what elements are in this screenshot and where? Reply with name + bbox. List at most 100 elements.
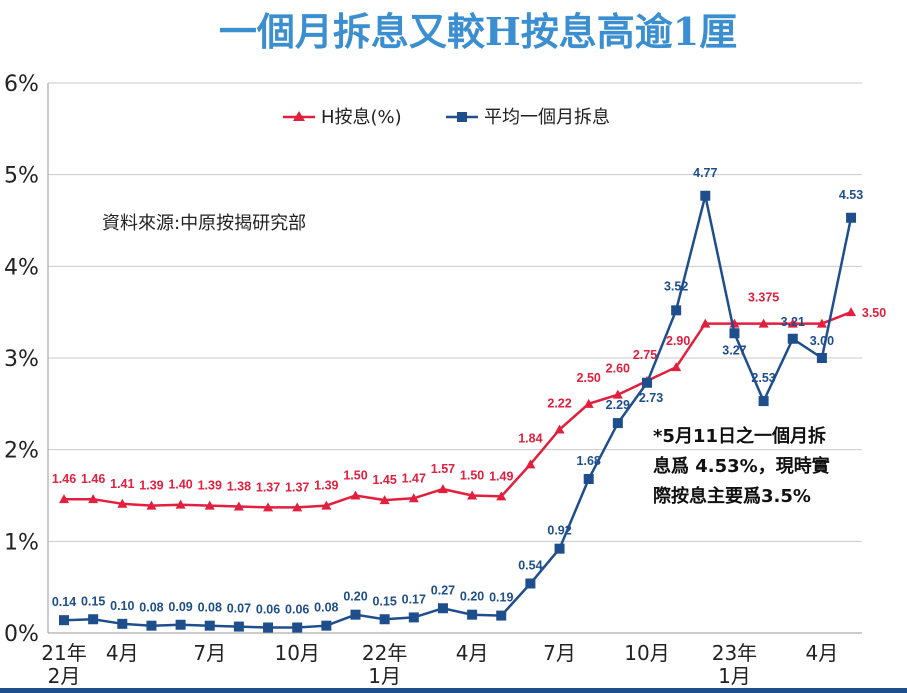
h-rate-data-label: 1.45 [372, 473, 396, 487]
x-tick-label: 1月 [718, 664, 751, 688]
hibor-point [700, 190, 711, 201]
h-rate-data-label: 1.50 [343, 469, 367, 483]
hibor-point [846, 212, 857, 223]
h-rate-data-label: 2.22 [547, 397, 571, 411]
h-rate-data-label: 3.375 [748, 291, 779, 305]
h-rate-data-label: 1.50 [460, 469, 484, 483]
hibor-line [63, 195, 853, 629]
data-labels: 1.46 1.46 1.41 1.39 1.40 1.39 1.38 1.37 1.37 1.39… [52, 166, 886, 617]
x-tick-label: 4月 [106, 641, 139, 665]
hibor-data-label: 1.68 [577, 454, 601, 468]
hibor-data-label: 0.20 [343, 590, 367, 604]
h-rate-point [379, 495, 390, 505]
h-rate-point [350, 490, 361, 500]
y-tick-label: 2% [4, 439, 39, 464]
chart-title: 一個月拆息又較H按息高逾1厘 [219, 9, 737, 54]
hibor-point [379, 614, 390, 625]
annotation-note: *5月11日之一個月拆 息爲 4.53%，現時實 際按息主要爲3.5% [653, 425, 830, 507]
h-rate-data-label: 1.41 [110, 477, 134, 491]
hibor-data-label: 0.17 [402, 592, 426, 606]
h-rate-point [292, 502, 303, 512]
h-rate-point [671, 362, 682, 372]
triangle-marker-icon [293, 111, 305, 121]
x-tick-label: 1月 [368, 664, 401, 688]
hibor-data-label: 0.54 [518, 559, 542, 573]
hibor-data-label: 0.08 [314, 601, 338, 615]
h-rate-point [758, 318, 769, 328]
hibor-point [292, 622, 303, 633]
hibor-point [350, 609, 361, 620]
hibor-data-label: 0.09 [168, 600, 192, 614]
source-text: 資料來源:中原按揭研究部 [102, 213, 306, 234]
series-group [59, 190, 857, 633]
hibor-point [408, 612, 419, 623]
bottom-rule [0, 688, 907, 693]
hibor-data-label: 0.06 [285, 603, 309, 617]
x-tick-label: 7月 [543, 641, 576, 665]
hibor-data-label: 3.27 [722, 343, 746, 357]
h-rate-point [816, 318, 827, 328]
x-tick-label: 10月 [624, 641, 669, 665]
hibor-data-label: 0.08 [139, 601, 163, 615]
grid [47, 82, 862, 634]
hibor-data-label: 4.53 [839, 188, 863, 202]
hibor-point [787, 333, 798, 344]
hibor-point [671, 305, 682, 316]
h-rate-point [321, 500, 332, 510]
y-tick-label: 4% [4, 255, 39, 280]
x-tick-label: 4月 [806, 641, 839, 665]
legend-label-h-rate: H按息(%) [321, 107, 402, 128]
x-tick-label: 4月 [456, 641, 489, 665]
h-rate-point [233, 501, 244, 511]
hibor-point [204, 620, 215, 631]
hibor-data-label: 0.92 [547, 524, 571, 538]
legend-item-h-rate: H按息(%) [283, 107, 402, 128]
hibor-point [437, 603, 448, 614]
hibor-point [467, 609, 478, 620]
y-tick-label: 0% [4, 622, 39, 647]
hibor-data-label: 0.15 [372, 594, 396, 608]
hibor-point [612, 418, 623, 429]
h-rate-point [437, 484, 448, 494]
hibor-point [758, 396, 769, 407]
hibor-data-label: 0.20 [460, 590, 484, 604]
x-tick-label: 2月 [48, 664, 81, 688]
h-rate-data-label: 1.84 [518, 431, 542, 445]
h-rate-data-label: 2.60 [606, 362, 630, 376]
annotation-line-1: *5月11日之一個月拆 [653, 425, 826, 447]
legend-label-hibor: 平均一個月拆息 [484, 107, 610, 128]
legend: H按息(%) 平均一個月拆息 [283, 107, 610, 128]
hibor-point [525, 578, 536, 589]
hibor-data-label: 0.06 [256, 603, 280, 617]
h-rate-data-label: 1.47 [402, 471, 426, 485]
h-rate-point [263, 502, 274, 512]
h-rate-data-label: 2.90 [666, 334, 690, 348]
hibor-point [263, 622, 274, 633]
h-rate-data-label: 1.49 [489, 469, 513, 483]
h-rate-point [700, 318, 711, 328]
h-rate-point [175, 499, 186, 509]
y-tick-label: 5% [4, 164, 39, 189]
hibor-point [729, 328, 740, 339]
h-rate-point [612, 389, 623, 399]
h-rate-point [554, 424, 565, 434]
hibor-point [175, 619, 186, 630]
hibor-point [146, 620, 157, 631]
h-rate-data-label: 2.50 [577, 371, 601, 385]
h-rate-line [64, 311, 852, 509]
h-rate-data-label: 1.39 [314, 479, 338, 493]
h-rate-data-label: 1.46 [52, 472, 76, 486]
hibor-point [554, 543, 565, 554]
hibor-data-label: 3.00 [810, 334, 834, 348]
hibor-data-label: 2.73 [639, 391, 663, 405]
h-rate-point [467, 490, 478, 500]
h-rate-data-label: 1.57 [431, 462, 455, 476]
h-rate-point [496, 491, 507, 501]
square-marker-icon [457, 112, 467, 122]
hibor-point [59, 615, 69, 626]
hibor-data-label: 3.21 [781, 315, 805, 329]
hibor-data-label: 2.53 [751, 371, 775, 385]
h-rate-point [787, 318, 798, 328]
h-rate-point [59, 494, 69, 504]
